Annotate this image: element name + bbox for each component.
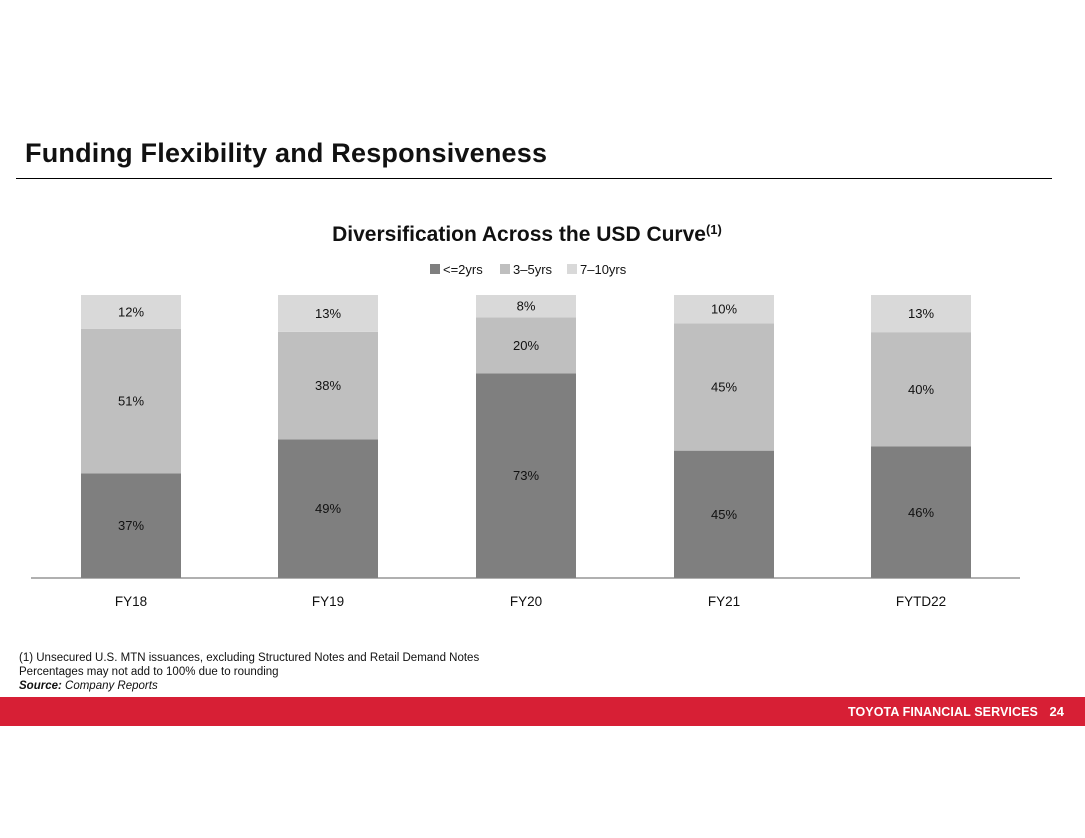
x-tick-label: FYTD22 (896, 594, 946, 609)
data-label: 46% (908, 505, 934, 520)
data-label: 20% (513, 338, 539, 353)
data-label: 37% (118, 518, 144, 533)
bar-segment-fy20-0 (476, 373, 576, 578)
bar-segment-fy21-1 (674, 323, 774, 451)
data-label: 45% (711, 507, 737, 522)
chart-legend: <=2yrs 3–5yrs 7–10yrs (430, 262, 627, 277)
source-label: Source: (19, 680, 62, 692)
footer-bar: TOYOTA FINANCIAL SERVICES 24 (0, 697, 1085, 726)
x-tick-label: FY19 (312, 594, 344, 609)
chart-title-superscript: (1) (706, 222, 722, 237)
data-label: 45% (711, 379, 737, 394)
data-label: 51% (118, 394, 144, 409)
bar-segment-fy18-2 (81, 295, 181, 329)
chart-title-text: Diversification Across the USD Curve (332, 223, 706, 246)
bar-segment-fy19-0 (278, 439, 378, 578)
page-title: Funding Flexibility and Responsiveness (25, 138, 548, 168)
data-label: 40% (908, 382, 934, 397)
x-tick-label: FY21 (708, 594, 740, 609)
legend-swatch (430, 264, 440, 274)
legend-label: 7–10yrs (580, 262, 627, 277)
data-label: 49% (315, 501, 341, 516)
bar-segment-fy21-2 (674, 295, 774, 324)
data-label: 8% (517, 299, 536, 314)
data-label: 73% (513, 468, 539, 483)
data-label: 38% (315, 378, 341, 393)
footer-brand: TOYOTA FINANCIAL SERVICES (847, 705, 1038, 719)
data-label: 10% (711, 302, 737, 317)
bar-segment-fytd22-1 (871, 332, 971, 447)
chart-title: Diversification Across the USD Curve(1) (332, 222, 722, 246)
legend-label: <=2yrs (443, 262, 483, 277)
title-divider (16, 178, 1052, 179)
bars-group: 37% 51% 12% 49% 38% 13% 73% 20% 8% 45% 45% 10% 46% 40… (81, 295, 971, 578)
x-tick-label: FY20 (510, 594, 542, 609)
bar-segment-fy20-1 (476, 317, 576, 374)
data-label: 13% (908, 306, 934, 321)
legend-label: 3–5yrs (513, 262, 553, 277)
bar-segment-fy20-2 (476, 295, 576, 318)
x-tick-label: FY18 (115, 594, 147, 609)
bar-segment-fy18-0 (81, 473, 181, 578)
legend-swatch (500, 264, 510, 274)
source-line: Source: Company Reports (19, 679, 479, 693)
bar-segment-fytd22-2 (871, 295, 971, 333)
page-number: 24 (1049, 704, 1064, 719)
bar-segment-fy21-0 (674, 450, 774, 578)
footnote-1: (1) Unsecured U.S. MTN issuances, exclud… (19, 652, 480, 664)
footnote-rounding: Percentages may not add to 100% due to r… (19, 666, 279, 678)
x-tick-labels: FY18 FY19 FY20 FY21 FYTD22 (115, 594, 946, 609)
source-value: Company Reports (61, 680, 158, 692)
bar-segment-fy19-2 (278, 295, 378, 332)
footnotes: (1) Unsecured U.S. MTN issuances, exclud… (19, 651, 479, 693)
data-label: 12% (118, 304, 144, 319)
data-label: 13% (315, 306, 341, 321)
bar-segment-fy19-1 (278, 331, 378, 440)
stacked-bar-chart: Diversification Across the USD Curve(1) … (31, 222, 1020, 609)
bar-segment-fy18-1 (81, 328, 181, 474)
legend-swatch (567, 264, 577, 274)
bar-segment-fytd22-0 (871, 446, 971, 578)
